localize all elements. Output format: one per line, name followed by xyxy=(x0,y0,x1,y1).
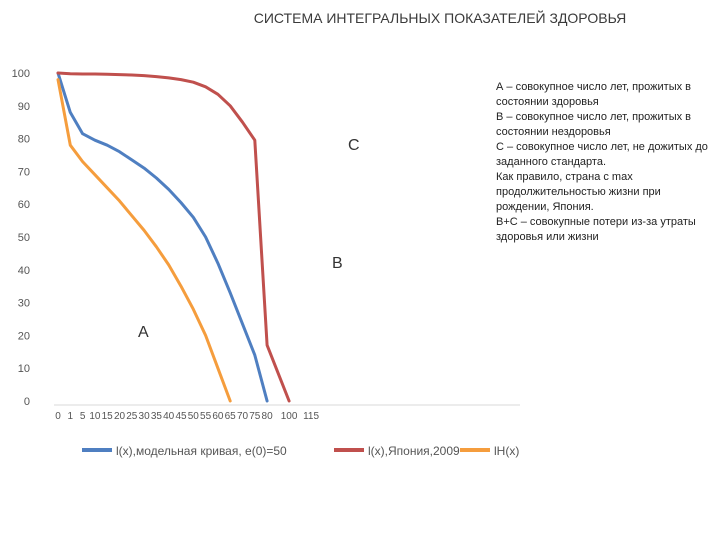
x-tick-label: 75 xyxy=(249,411,261,422)
x-tick-label: 0 xyxy=(55,411,61,422)
x-tick-label: 25 xyxy=(126,411,138,422)
area-label-b: B xyxy=(332,255,343,272)
series-line-2 xyxy=(56,78,232,403)
x-axis: 0 1 5 10 15 20 25 30 35 40 45 50 55 60 65 70 75 80 100 115 xyxy=(54,404,520,422)
y-tick-label: 60 xyxy=(18,199,30,211)
y-tick-label: 40 xyxy=(18,265,30,277)
note-c: С – совокупное число лет, не дожитых до … xyxy=(496,141,708,168)
x-tick-label: 70 xyxy=(237,411,249,422)
x-tick-label: 45 xyxy=(175,411,187,422)
note-a: А – совокупное число лет, прожитых в сос… xyxy=(496,81,692,108)
legend-label: l(x),модельная кривая, e(0)=50 xyxy=(116,444,287,458)
x-tick-label: 65 xyxy=(225,411,237,422)
y-tick-label: 20 xyxy=(18,330,30,342)
x-tick-label: 15 xyxy=(102,411,114,422)
area-label-a: A xyxy=(138,324,149,341)
series-group xyxy=(56,71,291,403)
x-tick-label: 80 xyxy=(262,411,274,422)
note-b: В – совокупное число лет, прожитых в сос… xyxy=(496,111,692,138)
x-tick-label: 40 xyxy=(163,411,175,422)
note-bc: В+С – совокупные потери из-за утраты здо… xyxy=(496,216,696,243)
area-label-c: C xyxy=(348,137,360,154)
y-tick-label: 50 xyxy=(18,232,30,244)
legend-label: lH(x) xyxy=(494,444,519,458)
x-tick-label: 30 xyxy=(139,411,151,422)
chart-legend: l(x),модельная кривая, e(0)=50 l(x),Япони… xyxy=(82,444,519,458)
y-tick-label: 80 xyxy=(18,134,30,146)
x-tick-label: 50 xyxy=(188,411,200,422)
x-tick-label: 1 xyxy=(68,411,74,422)
y-tick-label: 100 xyxy=(12,68,30,80)
y-tick-label: 90 xyxy=(18,101,30,113)
x-tick-label: 60 xyxy=(212,411,224,422)
x-tick-label: 115 xyxy=(303,411,319,422)
area-labels: A B C xyxy=(138,137,360,341)
y-tick-label: 30 xyxy=(18,298,30,310)
y-tick-label: 0 xyxy=(24,396,30,408)
y-tick-label: 70 xyxy=(18,166,30,178)
chart-title: СИСТЕМА ИНТЕГРАЛЬНЫХ ПОКАЗАТЕЛЕЙ ЗДОРОВЬ… xyxy=(253,10,627,26)
series-line-1 xyxy=(56,71,291,403)
note-country: Как правило, страна с max продолжительно… xyxy=(496,171,661,213)
legend-label: l(x),Япония,2009 xyxy=(368,444,460,458)
x-tick-label: 55 xyxy=(200,411,212,422)
x-tick-label: 5 xyxy=(80,411,86,422)
y-axis: 0 10 20 30 40 50 60 70 80 90 100 xyxy=(12,68,30,408)
x-tick-label: 10 xyxy=(89,411,101,422)
x-tick-label: 100 xyxy=(281,411,298,422)
x-tick-label: 20 xyxy=(114,411,126,422)
series-line-0 xyxy=(56,71,269,403)
x-tick-label: 35 xyxy=(151,411,163,422)
annotation-notes: А – совокупное число лет, прожитых в сос… xyxy=(496,80,716,245)
y-tick-label: 10 xyxy=(18,363,30,375)
